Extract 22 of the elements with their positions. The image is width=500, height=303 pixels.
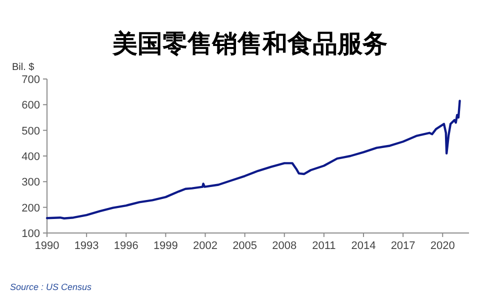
x-tick-label: 1996	[114, 240, 138, 252]
y-tick-label: 400	[22, 151, 40, 163]
x-tick-label: 1999	[153, 240, 178, 252]
x-tick-label: 2002	[193, 240, 218, 252]
x-tick-label: 1993	[74, 240, 99, 252]
y-tick-label: 600	[22, 100, 40, 112]
y-tick-label: 200	[22, 202, 40, 214]
y-tick-label: 100	[22, 228, 40, 240]
x-tick-label: 1990	[34, 240, 60, 252]
x-tick-label: 2020	[430, 240, 455, 252]
x-tick-label: 2017	[390, 240, 416, 252]
line-series	[46, 100, 461, 220]
x-tick-label: 2014	[351, 240, 376, 252]
y-axis-title: Bil. $	[12, 62, 35, 73]
x-tick-label: 2008	[272, 240, 297, 252]
y-tick-label: 700	[22, 74, 40, 86]
x-tick-label: 2011	[312, 240, 336, 252]
source-note: Source : US Census	[10, 282, 92, 292]
y-tick-label: 500	[22, 125, 40, 138]
chart-title: 美国零售销售和食品服务	[112, 30, 388, 58]
y-tick-label: 300	[22, 176, 40, 189]
x-tick-label: 2005	[232, 240, 258, 252]
